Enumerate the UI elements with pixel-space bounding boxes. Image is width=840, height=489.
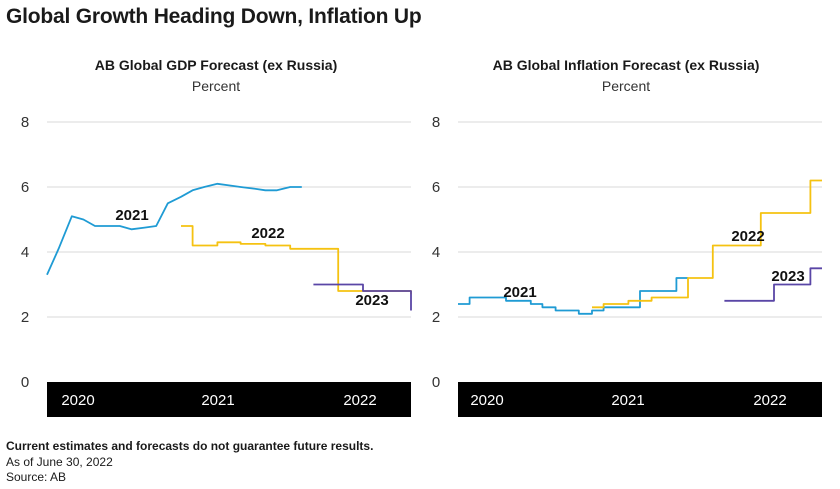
as-of-date: As of June 30, 2022 <box>6 455 113 469</box>
inflation-chart-title: AB Global Inflation Forecast (ex Russia) <box>492 57 760 73</box>
inflation-y-tick-label: 0 <box>432 374 440 391</box>
gdp-series-2023-line <box>313 283 412 311</box>
gdp-y-tick-label: 8 <box>21 114 29 131</box>
page-title: Global Growth Heading Down, Inflation Up <box>6 5 422 28</box>
inflation-series-label-2023: 2023 <box>771 268 804 285</box>
gdp-series-label-2022: 2022 <box>251 225 284 242</box>
inflation-series-2023-line <box>724 267 822 302</box>
inflation-series-2022-line <box>592 179 822 309</box>
inflation-series-label-2021: 2021 <box>503 284 536 301</box>
inflation-x-axis-band <box>458 382 822 417</box>
inflation-y-tick-label: 8 <box>432 114 440 131</box>
inflation-y-tick-label: 4 <box>432 244 440 261</box>
gdp-forecast-chart: 0 2 4 6 8 2020 2021 2022 2021 2022 2023 <box>21 114 412 417</box>
gdp-chart-ylabel: Percent <box>191 78 241 94</box>
gdp-y-tick-label: 6 <box>21 179 29 196</box>
inflation-x-tick-label: 2020 <box>470 392 503 409</box>
gdp-series-label-2021: 2021 <box>115 207 148 224</box>
gdp-series-2021-line <box>46 182 302 276</box>
gdp-x-tick-label: 2020 <box>61 392 94 409</box>
gdp-y-tick-label: 4 <box>21 244 29 261</box>
inflation-x-tick-label: 2022 <box>753 392 786 409</box>
disclaimer-note: Current estimates and forecasts do not g… <box>6 439 374 453</box>
inflation-y-tick-label: 2 <box>432 309 440 326</box>
inflation-series-label-2022: 2022 <box>731 228 764 245</box>
gdp-y-tick-label: 2 <box>21 309 29 326</box>
inflation-series-2021-line <box>458 277 688 315</box>
gdp-x-tick-label: 2021 <box>201 392 234 409</box>
gdp-x-tick-label: 2022 <box>343 392 376 409</box>
inflation-x-tick-label: 2021 <box>611 392 644 409</box>
gdp-chart-title: AB Global GDP Forecast (ex Russia) <box>94 57 338 73</box>
gdp-y-tick-label: 0 <box>21 374 29 391</box>
inflation-forecast-chart: 0 2 4 6 8 2020 2021 2022 2021 2022 2023 <box>432 114 822 417</box>
inflation-chart-ylabel: Percent <box>601 78 651 94</box>
inflation-y-tick-label: 6 <box>432 179 440 196</box>
gdp-x-axis-band <box>47 382 411 417</box>
source-note: Source: AB <box>6 470 67 484</box>
gdp-series-label-2023: 2023 <box>355 292 388 309</box>
